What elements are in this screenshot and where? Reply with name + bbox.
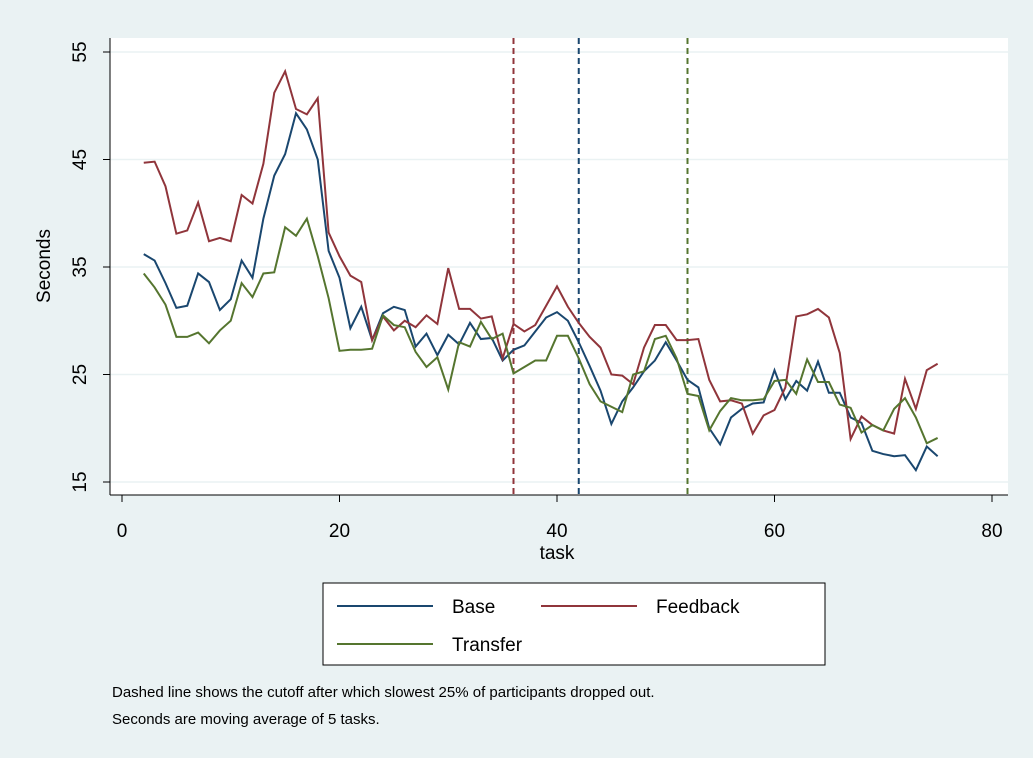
x-axis-label: task (540, 543, 575, 564)
x-tick-label: 0 (117, 521, 128, 542)
y-axis-label: Seconds (34, 229, 55, 303)
series-line (143, 110, 939, 473)
legend-label: Transfer (452, 635, 523, 656)
x-tick-label: 40 (546, 521, 567, 542)
legend-box (322, 582, 826, 666)
x-tick-label: 60 (764, 521, 785, 542)
y-tick-label: 25 (70, 364, 91, 385)
y-tick-label: 55 (70, 41, 91, 62)
note: Seconds are moving average of 5 tasks. (112, 711, 380, 728)
x-tick-label: 80 (981, 521, 1002, 542)
x-tick-label: 20 (329, 521, 350, 542)
legend-label: Feedback (656, 597, 740, 618)
y-tick-label: 45 (70, 149, 91, 170)
note: Dashed line shows the cutoff after which… (112, 684, 655, 701)
legend: Base Feedback Transfer (337, 597, 740, 656)
series-line (142, 216, 939, 445)
legend-label: Base (452, 597, 495, 618)
y-tick-label: 35 (70, 256, 91, 277)
series-line (143, 68, 939, 443)
y-tick-label: 15 (70, 471, 91, 492)
